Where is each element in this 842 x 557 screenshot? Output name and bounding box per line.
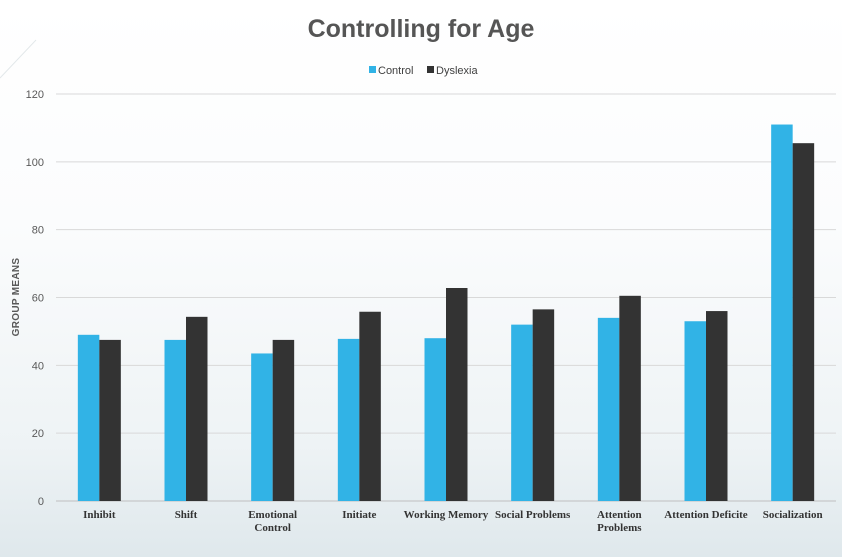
bar-dyslexia: [359, 311, 381, 501]
legend-swatch-control: [369, 66, 376, 73]
x-tick-label: Emotional: [248, 509, 297, 521]
x-tick-label: Initiate: [342, 509, 376, 521]
x-tick-label: Control: [254, 522, 290, 534]
legend-label-control: Control: [378, 65, 413, 77]
y-tick-label: 0: [38, 496, 44, 508]
y-tick-label: 20: [32, 428, 44, 440]
x-tick-label: Socialization: [763, 509, 823, 521]
bar-dyslexia: [99, 339, 121, 501]
decorative-corner-line: [0, 39, 37, 79]
x-tick-label: Working Memory: [404, 509, 489, 521]
y-axis-ticks: 0 20 40 60 80 100 120: [26, 89, 44, 508]
bars: [77, 124, 815, 502]
bar-control: [251, 353, 273, 501]
x-tick-label: Social Problems: [495, 509, 571, 521]
bar-dyslexia: [446, 288, 468, 501]
bar-control: [511, 324, 533, 501]
bar-control: [77, 334, 100, 501]
bar-dyslexia: [619, 295, 641, 501]
x-tick-label: Attention Deficite: [664, 509, 748, 521]
legend: Control Dyslexia: [369, 65, 478, 77]
x-tick-label: Shift: [175, 509, 198, 521]
bar-dyslexia: [532, 309, 555, 501]
x-tick-label: Attention: [597, 509, 642, 521]
y-axis-label: GROUP MEANS: [11, 258, 22, 337]
y-tick-label: 80: [32, 225, 44, 237]
bar-control: [164, 339, 186, 501]
y-tick-label: 120: [26, 89, 44, 101]
bar-control: [337, 338, 360, 501]
bar-control: [424, 338, 446, 501]
y-tick-label: 60: [32, 293, 44, 305]
legend-label-dyslexia: Dyslexia: [436, 65, 478, 77]
bar-dyslexia: [792, 143, 815, 501]
bar-control: [771, 124, 793, 502]
bar-dyslexia: [186, 316, 208, 501]
chart-title: Controlling for Age: [308, 15, 535, 43]
y-tick-label: 100: [26, 157, 44, 169]
bar-control: [684, 321, 706, 501]
bar-dyslexia: [272, 339, 295, 501]
bar-control: [597, 317, 620, 501]
bar-dyslexia: [706, 311, 728, 501]
x-tick-label: Inhibit: [83, 509, 116, 521]
x-tick-label: Problems: [597, 522, 642, 534]
legend-swatch-dyslexia: [427, 66, 434, 73]
y-tick-label: 40: [32, 360, 44, 372]
